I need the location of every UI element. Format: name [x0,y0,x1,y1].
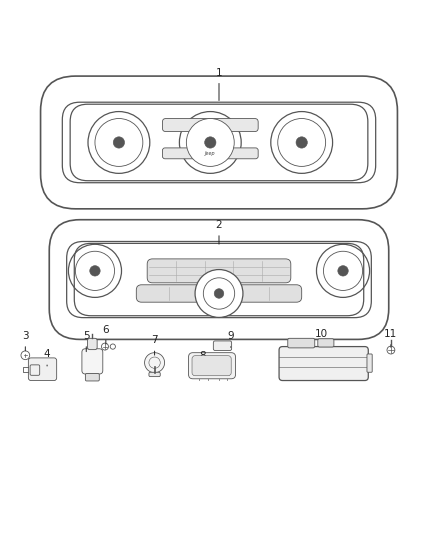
Text: 10: 10 [315,329,328,339]
FancyBboxPatch shape [147,259,291,283]
FancyBboxPatch shape [162,148,258,159]
Text: 9: 9 [227,331,234,341]
FancyBboxPatch shape [318,339,334,347]
Circle shape [195,270,243,318]
FancyBboxPatch shape [367,354,372,372]
Text: 1: 1 [215,68,223,78]
FancyBboxPatch shape [288,338,315,348]
FancyBboxPatch shape [162,118,258,132]
Text: 7: 7 [151,335,158,345]
Text: 6: 6 [102,325,109,335]
FancyBboxPatch shape [136,285,302,302]
Circle shape [323,251,363,290]
FancyBboxPatch shape [149,372,160,377]
FancyBboxPatch shape [85,374,99,381]
Circle shape [95,118,143,166]
FancyBboxPatch shape [82,349,103,374]
FancyBboxPatch shape [213,341,232,351]
Circle shape [278,118,325,166]
Text: 5: 5 [83,331,89,341]
Circle shape [214,289,224,298]
Circle shape [186,118,234,166]
FancyBboxPatch shape [279,346,368,381]
FancyBboxPatch shape [192,356,231,376]
Circle shape [75,251,115,290]
FancyBboxPatch shape [88,338,97,350]
Circle shape [145,353,165,373]
Text: 4: 4 [44,350,50,359]
Circle shape [205,137,216,148]
Text: 2: 2 [215,220,223,230]
FancyBboxPatch shape [28,358,57,381]
Circle shape [113,137,124,148]
Circle shape [296,137,307,148]
Text: 11: 11 [384,329,398,339]
Circle shape [338,265,348,276]
Circle shape [90,265,100,276]
Text: 3: 3 [22,331,28,341]
Text: 8: 8 [199,351,206,361]
FancyBboxPatch shape [188,353,236,379]
Text: Jeep: Jeep [205,151,215,156]
Circle shape [203,278,235,309]
